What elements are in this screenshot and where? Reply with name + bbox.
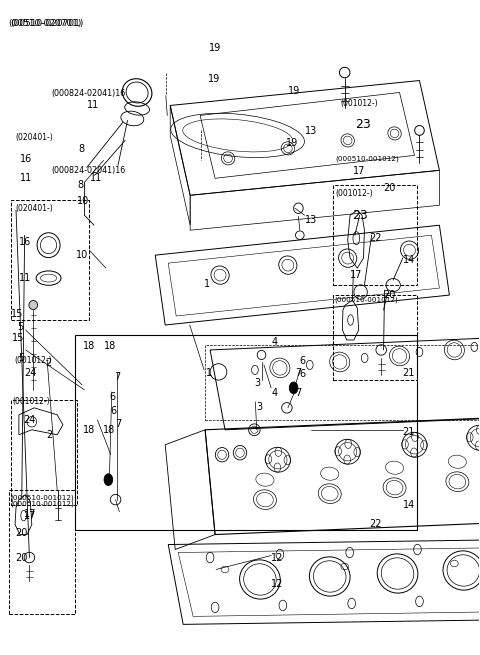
Text: 17: 17 xyxy=(352,166,365,176)
Text: 17: 17 xyxy=(350,270,362,280)
Text: 11: 11 xyxy=(87,100,99,110)
Text: 7: 7 xyxy=(116,419,122,429)
Text: 16: 16 xyxy=(20,154,32,164)
Text: 23: 23 xyxy=(352,209,368,222)
Text: (020401-): (020401-) xyxy=(15,204,53,213)
Text: (001012-): (001012-) xyxy=(336,189,373,198)
Text: 1: 1 xyxy=(205,368,212,378)
Text: (001012-): (001012-) xyxy=(14,356,52,365)
Text: 17: 17 xyxy=(24,511,36,521)
Text: 18: 18 xyxy=(103,425,115,435)
Text: 11: 11 xyxy=(19,273,31,283)
Text: 3: 3 xyxy=(254,378,261,388)
Text: 7: 7 xyxy=(295,388,301,398)
Text: (00510-020701): (00510-020701) xyxy=(10,19,84,28)
Circle shape xyxy=(289,382,298,394)
Text: 4: 4 xyxy=(271,337,277,347)
Text: 18: 18 xyxy=(104,341,116,351)
Text: 19: 19 xyxy=(207,73,220,84)
Text: 20: 20 xyxy=(15,553,27,563)
Text: (020401-): (020401-) xyxy=(15,134,53,142)
Bar xyxy=(75,335,417,530)
Bar xyxy=(11,400,77,504)
Text: 2: 2 xyxy=(46,358,52,368)
Circle shape xyxy=(104,474,113,485)
Text: 19: 19 xyxy=(286,138,298,149)
Text: 23: 23 xyxy=(355,119,371,132)
Text: 10: 10 xyxy=(77,196,89,206)
Text: 2: 2 xyxy=(46,430,52,440)
Text: 12: 12 xyxy=(271,553,284,563)
Text: (00510-020701): (00510-020701) xyxy=(8,18,81,28)
Text: 13: 13 xyxy=(305,215,317,225)
Text: 3: 3 xyxy=(257,402,263,412)
Text: 10: 10 xyxy=(75,250,88,260)
Text: 7: 7 xyxy=(295,368,301,378)
Text: 8: 8 xyxy=(78,144,84,154)
Text: 5: 5 xyxy=(18,353,24,363)
Text: 18: 18 xyxy=(83,341,96,351)
Text: 24: 24 xyxy=(24,368,37,378)
Bar xyxy=(11,200,89,320)
Text: 17: 17 xyxy=(24,508,36,519)
Text: 20: 20 xyxy=(15,529,27,538)
Text: 19: 19 xyxy=(288,86,300,96)
Text: 22: 22 xyxy=(369,233,382,243)
Ellipse shape xyxy=(29,301,37,310)
Text: 11: 11 xyxy=(90,174,102,183)
Text: 7: 7 xyxy=(115,372,121,382)
Text: 20: 20 xyxy=(384,290,396,300)
Bar xyxy=(9,490,75,614)
Text: (000510-001012): (000510-001012) xyxy=(10,500,74,507)
Text: (001012-): (001012-) xyxy=(340,100,378,109)
Text: 24: 24 xyxy=(24,415,36,425)
Text: (001012-): (001012-) xyxy=(12,398,50,406)
Text: 14: 14 xyxy=(403,500,415,510)
Text: 16: 16 xyxy=(19,237,31,247)
Text: 6: 6 xyxy=(111,405,117,415)
Text: 14: 14 xyxy=(403,255,415,265)
Text: 12: 12 xyxy=(271,579,284,589)
Text: 20: 20 xyxy=(384,183,396,193)
Text: 6: 6 xyxy=(300,356,306,366)
Text: 15: 15 xyxy=(12,309,24,320)
Text: 18: 18 xyxy=(83,425,95,435)
Text: 6: 6 xyxy=(300,369,305,379)
Text: 21: 21 xyxy=(403,427,415,437)
Text: 1: 1 xyxy=(204,280,210,290)
Text: 19: 19 xyxy=(209,43,221,53)
Text: 21: 21 xyxy=(403,368,415,378)
Text: 5: 5 xyxy=(17,322,24,333)
Text: 11: 11 xyxy=(20,174,32,183)
Text: 4: 4 xyxy=(271,388,277,398)
Text: (000510-001012): (000510-001012) xyxy=(336,156,399,162)
Text: 6: 6 xyxy=(110,392,116,402)
Text: (000510-001012): (000510-001012) xyxy=(334,297,398,303)
Bar xyxy=(333,295,417,380)
Text: 15: 15 xyxy=(12,333,24,343)
Bar xyxy=(333,185,417,285)
Text: 8: 8 xyxy=(77,180,83,191)
Text: (000510-001012): (000510-001012) xyxy=(10,495,74,501)
Text: 22: 22 xyxy=(369,519,382,529)
Text: (000824-02041)16: (000824-02041)16 xyxy=(51,89,125,98)
Text: (000824-02041)16: (000824-02041)16 xyxy=(51,166,125,175)
Text: 13: 13 xyxy=(305,126,317,136)
